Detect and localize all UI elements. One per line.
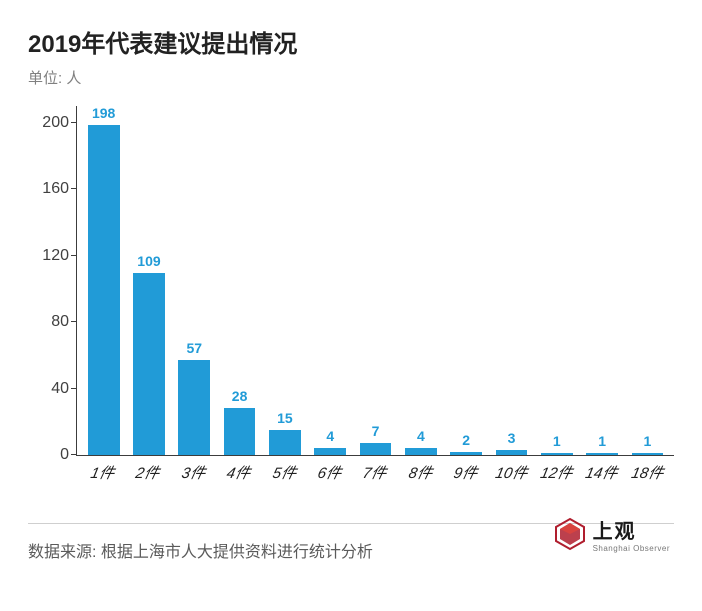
bar-slot: 198 — [81, 125, 126, 455]
bar — [586, 453, 618, 455]
x-tick-label: 8件 — [396, 462, 446, 483]
bar-slot: 57 — [172, 360, 217, 455]
bar-value-label: 7 — [372, 423, 380, 439]
x-tick-label: 3件 — [169, 462, 219, 483]
bar-value-label: 2 — [462, 432, 470, 448]
chart-unit: 单位: 人 — [28, 67, 674, 88]
x-tick-label: 5件 — [259, 462, 309, 483]
y-tick-mark — [71, 321, 77, 322]
bar — [88, 125, 120, 455]
bar — [133, 273, 165, 455]
bar-slot: 7 — [353, 443, 398, 455]
x-tick-label: 9件 — [441, 462, 491, 483]
bars-container: 19810957281547423111 — [77, 106, 674, 455]
y-tick-label: 160 — [29, 180, 69, 198]
chart-area: 19810957281547423111 04080120160200 1件2件… — [28, 106, 674, 483]
bar-slot: 15 — [262, 430, 307, 455]
bar — [360, 443, 392, 455]
bar-value-label: 198 — [92, 105, 115, 121]
bar — [269, 430, 301, 455]
bar — [632, 453, 664, 455]
x-tick-label: 18件 — [622, 462, 672, 483]
y-tick-mark — [71, 255, 77, 256]
bar-slot: 3 — [489, 450, 534, 455]
bar — [314, 448, 346, 455]
bar — [541, 453, 573, 455]
chart-title: 2019年代表建议提出情况 — [28, 24, 674, 59]
bar-value-label: 1 — [553, 433, 561, 449]
bar-slot: 1 — [534, 453, 579, 455]
x-tick-label: 14件 — [577, 462, 627, 483]
y-tick-label: 80 — [29, 313, 69, 331]
y-tick-label: 40 — [29, 380, 69, 398]
x-tick-label: 7件 — [350, 462, 400, 483]
logo-text: 上观 — [593, 515, 670, 544]
bar-value-label: 15 — [277, 410, 293, 426]
x-tick-label: 4件 — [214, 462, 264, 483]
bar-value-label: 1 — [644, 433, 652, 449]
x-tick-label: 2件 — [123, 462, 173, 483]
bar-value-label: 28 — [232, 388, 248, 404]
bar-value-label: 109 — [137, 253, 160, 269]
y-tick-label: 200 — [29, 114, 69, 132]
publisher-logo: 上观 Shanghai Observer — [553, 515, 670, 553]
bar — [224, 408, 256, 455]
bar — [405, 448, 437, 455]
bar-slot: 4 — [308, 448, 353, 455]
bar-value-label: 4 — [326, 428, 334, 444]
bar-slot: 4 — [398, 448, 443, 455]
bar-value-label: 3 — [508, 430, 516, 446]
logo-icon — [553, 517, 587, 551]
y-tick-label: 0 — [29, 446, 69, 464]
y-tick-mark — [71, 188, 77, 189]
bar-slot: 1 — [579, 453, 624, 455]
y-tick-label: 120 — [29, 247, 69, 265]
bar-value-label: 57 — [186, 340, 202, 356]
bar-slot: 2 — [444, 452, 489, 455]
x-tick-label: 12件 — [532, 462, 582, 483]
x-tick-label: 10件 — [486, 462, 536, 483]
bar-value-label: 1 — [598, 433, 606, 449]
y-tick-mark — [71, 388, 77, 389]
x-tick-label: 6件 — [305, 462, 355, 483]
bar-slot: 1 — [625, 453, 670, 455]
bar — [450, 452, 482, 455]
logo-text-block: 上观 Shanghai Observer — [593, 515, 670, 553]
bar-slot: 109 — [126, 273, 171, 455]
logo-subtext: Shanghai Observer — [593, 544, 670, 553]
y-tick-mark — [71, 454, 77, 455]
chart-plot: 19810957281547423111 04080120160200 — [76, 106, 674, 456]
bar-value-label: 4 — [417, 428, 425, 444]
x-tick-label: 1件 — [78, 462, 128, 483]
y-tick-mark — [71, 122, 77, 123]
x-axis-labels: 1件2件3件4件5件6件7件8件9件10件12件14件18件 — [76, 462, 674, 483]
bar — [496, 450, 528, 455]
bar — [178, 360, 210, 455]
bar-slot: 28 — [217, 408, 262, 455]
